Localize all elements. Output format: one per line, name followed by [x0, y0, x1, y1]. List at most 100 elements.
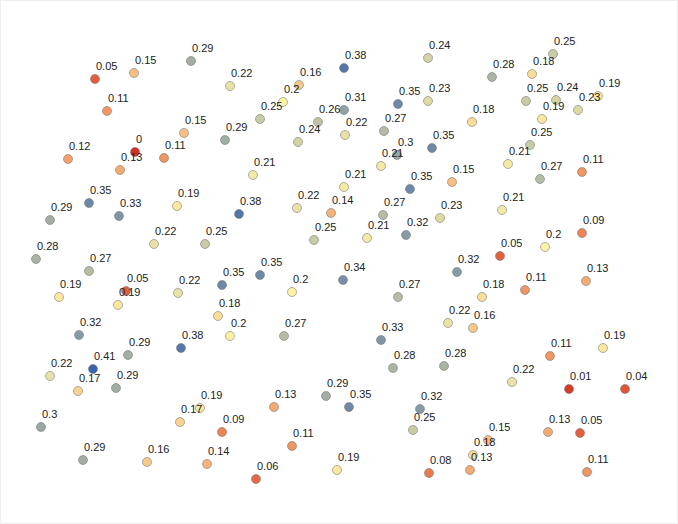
data-label: 0.29	[192, 42, 213, 54]
point	[201, 240, 210, 249]
point	[322, 392, 331, 401]
point	[256, 271, 265, 280]
data-label: 0.33	[382, 321, 403, 333]
data-label: 0.05	[96, 60, 117, 72]
data-label: 0.25	[414, 411, 435, 423]
data-label: 0.16	[300, 66, 321, 78]
data-label: 0.09	[583, 214, 604, 226]
point	[377, 162, 386, 171]
point	[310, 236, 319, 245]
chart: 0.29 0.38 0.24 0.25 0.28 0.05 0.15 0.18 0.22 0.16…	[0, 0, 678, 524]
point	[565, 385, 574, 394]
point	[541, 243, 550, 252]
point	[75, 331, 84, 340]
point	[389, 364, 398, 373]
data-label: 0.19	[178, 187, 199, 199]
point	[226, 332, 235, 341]
point	[173, 202, 182, 211]
point	[469, 324, 478, 333]
data-label: 0.16	[474, 309, 495, 321]
data-label: 0.13	[275, 388, 296, 400]
point	[116, 166, 125, 175]
plot-frame	[1, 1, 678, 524]
data-label: 0.21	[509, 145, 530, 157]
data-label: 0.24	[557, 81, 578, 93]
point	[64, 155, 73, 164]
data-label: 0.24	[299, 123, 320, 135]
point	[508, 378, 517, 387]
point	[576, 429, 585, 438]
point	[187, 57, 196, 66]
point	[288, 288, 297, 297]
data-label: 0.27	[90, 252, 111, 264]
point	[448, 178, 457, 187]
data-label: 0.14	[208, 445, 229, 457]
point	[377, 336, 386, 345]
points	[32, 50, 630, 484]
point	[528, 70, 537, 79]
data-label: 0.12	[69, 140, 90, 152]
point	[440, 362, 449, 371]
data-label: 0.18	[219, 297, 240, 309]
point	[394, 293, 403, 302]
point	[293, 204, 302, 213]
data-label: 0.14	[332, 194, 353, 206]
data-label: 0.11	[583, 153, 604, 165]
data-label: 0.22	[155, 225, 176, 237]
data-label: 0.29	[226, 121, 247, 133]
point	[114, 301, 123, 310]
point	[496, 252, 505, 261]
data-label: 0.13	[121, 151, 142, 163]
data-label: 0.35	[223, 266, 244, 278]
point	[521, 286, 530, 295]
data-label: 0.32	[421, 390, 442, 402]
point	[436, 214, 445, 223]
point	[37, 423, 46, 432]
data-label: 0.04	[626, 370, 647, 382]
point	[46, 372, 55, 381]
point	[91, 75, 100, 84]
point	[488, 73, 497, 82]
data-label: 0.25	[315, 221, 336, 233]
point	[341, 131, 350, 140]
data-label: 0.19	[604, 329, 625, 341]
data-label: 0.22	[513, 363, 534, 375]
point	[574, 106, 583, 115]
point	[599, 344, 608, 353]
point	[160, 154, 169, 163]
data-label: 0.27	[285, 317, 306, 329]
point	[256, 115, 265, 124]
point	[214, 312, 223, 321]
data-label: 0.21	[254, 156, 275, 168]
data-label: 0.23	[441, 199, 462, 211]
point	[294, 138, 303, 147]
point	[345, 403, 354, 412]
point	[363, 234, 372, 243]
point	[583, 468, 592, 477]
data-label: 0.28	[445, 347, 466, 359]
data-label: 0.21	[503, 191, 524, 203]
point	[46, 216, 55, 225]
data-label: 0.11	[526, 271, 547, 283]
point	[333, 466, 342, 475]
point	[582, 277, 591, 286]
point	[203, 460, 212, 469]
point	[85, 267, 94, 276]
data-label: 0.11	[588, 453, 609, 465]
data-label: 0.13	[587, 262, 608, 274]
data-label: 0.28	[493, 58, 514, 70]
point	[218, 281, 227, 290]
data-label: 0.35	[399, 85, 420, 97]
data-label: 0.38	[240, 195, 261, 207]
data-label: 0.38	[182, 329, 203, 341]
data-label: 0	[136, 133, 142, 145]
data-label: 0.01	[570, 370, 591, 382]
data-label: 0.29	[117, 369, 138, 381]
point	[478, 293, 487, 302]
data-label: 0.27	[399, 278, 420, 290]
data-label: 0.11	[108, 92, 129, 104]
point	[380, 127, 389, 136]
data-label: 0.15	[185, 114, 206, 126]
point	[177, 344, 186, 353]
data-label: 0.41	[94, 350, 115, 362]
